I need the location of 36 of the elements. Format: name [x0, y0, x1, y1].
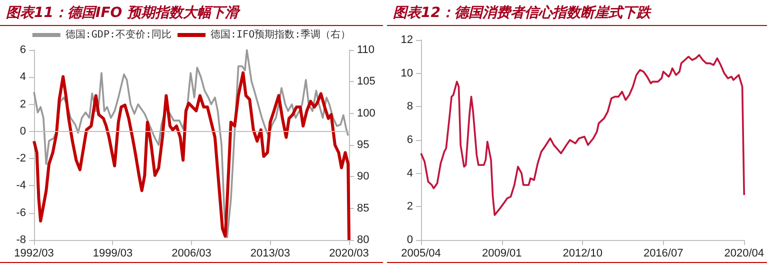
x-tick-label: 2006/03: [172, 248, 212, 260]
y-tick-label: 8: [406, 100, 413, 113]
y-tick-label: 0: [406, 234, 413, 246]
y-tick-label: 4: [406, 167, 413, 180]
x-tick-label: 2009/01: [482, 248, 522, 260]
legend-label: 德国:GDP:不变价:同比: [65, 28, 172, 40]
y2-tick-label: 85: [357, 202, 370, 214]
y2-tick-label: 105: [357, 76, 376, 88]
x-tick-label: 2020/03: [329, 248, 369, 260]
y2-tick-label: 95: [357, 139, 370, 151]
y-tick-label: 2: [406, 200, 413, 213]
y-tick-label: 6: [406, 134, 413, 146]
y-tick-label: 2: [20, 98, 26, 110]
y-tick-label: -6: [16, 206, 26, 219]
y2-tick-label: 110: [357, 44, 375, 56]
y-tick-label: -8: [16, 234, 26, 246]
x-tick-label: 2020/04: [724, 248, 764, 260]
y-tick-label: 4: [20, 71, 26, 84]
chart-title: 图表12：德国消费者信心指数断崖式下跌: [387, 0, 767, 26]
chart-title: 图表11：德国IFO 预期指数大幅下滑: [0, 0, 383, 26]
x-tick-label: 2005/04: [401, 248, 441, 260]
x-tick-label: 2013/03: [250, 248, 290, 260]
y2-tick-label: 90: [357, 170, 370, 183]
x-tick-label: 1992/03: [14, 248, 54, 260]
x-tick-label: 2012/10: [562, 248, 602, 260]
y2-tick-label: 100: [357, 107, 376, 120]
y2-tick-label: 80: [357, 234, 370, 246]
y-tick-label: -2: [16, 152, 26, 165]
x-tick-label: 1999/03: [92, 248, 133, 260]
x-tick-label: 2016/07: [643, 248, 684, 260]
y-tick-label: 0: [20, 125, 26, 138]
y-tick-label: 6: [20, 44, 26, 56]
legend-label: 德国:IFO预期指数:季调（右）: [210, 28, 351, 40]
y-tick-label: 12: [400, 34, 413, 46]
y-tick-label: 10: [400, 67, 413, 80]
y-tick-label: -4: [16, 180, 26, 192]
